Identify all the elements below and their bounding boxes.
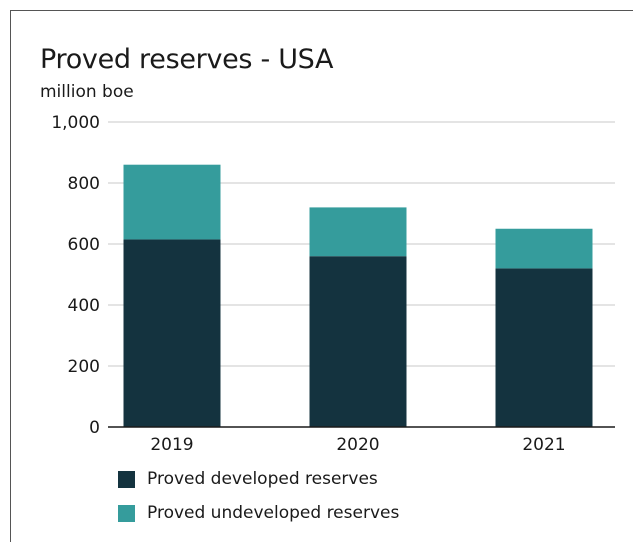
x-tick-label: 2019 <box>150 435 193 455</box>
bar-undeveloped-2021 <box>495 228 593 269</box>
legend: Proved developed reserves Proved undevel… <box>118 462 399 530</box>
bar-developed-2019 <box>123 239 221 427</box>
bar-developed-2021 <box>495 268 593 427</box>
y-tick-label: 600 <box>68 235 100 255</box>
chart-subtitle: million boe <box>40 82 134 102</box>
bar-undeveloped-2020 <box>309 207 407 257</box>
legend-swatch-developed <box>118 470 135 488</box>
legend-item-undeveloped: Proved undeveloped reserves <box>118 496 399 530</box>
x-tick-label: 2020 <box>336 435 379 455</box>
legend-item-developed: Proved developed reserves <box>118 462 399 496</box>
legend-label-undeveloped: Proved undeveloped reserves <box>147 503 400 523</box>
y-tick-label: 1,000 <box>51 113 100 133</box>
legend-swatch-undeveloped <box>118 504 135 522</box>
legend-label-developed: Proved developed reserves <box>147 469 378 489</box>
chart-title: Proved reserves - USA <box>40 44 334 75</box>
y-tick-label: 800 <box>68 174 100 194</box>
bar-undeveloped-2019 <box>123 164 221 240</box>
chart-frame <box>10 10 633 542</box>
x-tick-label: 2021 <box>522 435 565 455</box>
y-tick-label: 200 <box>68 357 100 377</box>
y-tick-label: 0 <box>89 418 100 438</box>
bar-developed-2020 <box>309 256 407 427</box>
y-tick-label: 400 <box>68 296 100 316</box>
